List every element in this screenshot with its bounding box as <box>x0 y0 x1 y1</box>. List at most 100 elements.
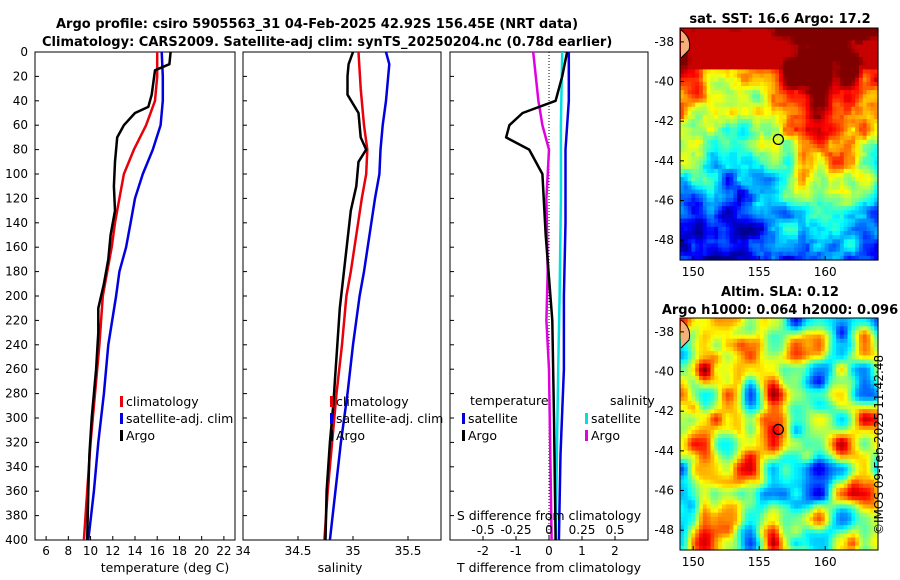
map-cell <box>782 434 788 439</box>
map-cell <box>798 123 803 129</box>
map-cell <box>828 342 833 348</box>
map-cell <box>866 247 871 253</box>
map-cell <box>828 81 833 87</box>
map-cell <box>740 384 746 390</box>
map-cell <box>725 239 731 245</box>
map-cell <box>779 148 784 153</box>
map-cell <box>874 32 879 37</box>
map-cell <box>782 156 788 162</box>
map-cell <box>847 197 852 203</box>
map-cell <box>702 57 708 62</box>
difference-legend: temperaturesatelliteArgosalinitysatellit… <box>462 393 655 443</box>
sdiff-label: S difference from climatology <box>457 508 642 523</box>
map-cell <box>855 243 860 249</box>
map-cell <box>706 156 712 162</box>
map-cell <box>767 148 772 153</box>
map-cell <box>718 48 723 54</box>
map-cell <box>798 226 803 232</box>
map-cell <box>775 69 780 75</box>
map-cell <box>775 384 780 390</box>
map-cell <box>721 185 727 191</box>
map-cell <box>771 231 776 236</box>
map-cell <box>779 318 784 323</box>
map-cell <box>782 115 788 120</box>
map-cell <box>740 52 746 58</box>
map-cell <box>828 156 833 162</box>
map-cell <box>737 173 742 178</box>
map-cell <box>729 351 734 356</box>
map-cell <box>699 376 704 381</box>
map-cell <box>809 115 814 120</box>
map-cell <box>680 467 685 472</box>
map-cell <box>695 110 700 116</box>
map-cell <box>771 380 776 385</box>
map-cell <box>805 359 811 365</box>
map-cell <box>710 338 715 344</box>
map-cell <box>706 334 712 340</box>
map-cell <box>855 251 860 257</box>
map-cell <box>790 102 795 108</box>
map-cell <box>737 396 742 402</box>
map-cell <box>702 36 708 42</box>
map-cell <box>855 52 860 58</box>
map-cell <box>855 363 860 369</box>
map-cell <box>683 193 689 199</box>
map-cell <box>798 322 803 327</box>
map-cell <box>820 32 826 37</box>
map-cell <box>737 206 742 211</box>
map-cell <box>718 334 723 340</box>
map-cell <box>729 177 734 182</box>
map-cell <box>718 77 723 83</box>
map-cell <box>733 148 738 153</box>
map-cell <box>702 98 708 104</box>
map-cell <box>733 376 738 381</box>
map-cell <box>691 425 696 431</box>
map-cell <box>718 450 723 456</box>
map-cell <box>752 458 757 464</box>
map-cell <box>763 255 769 261</box>
map-cell <box>805 218 811 224</box>
map-cell <box>718 409 723 414</box>
lon-tick-label: 150 <box>682 265 705 279</box>
map-cell <box>759 367 765 373</box>
map-cell <box>801 160 807 166</box>
map-cell <box>748 376 753 381</box>
map-cell <box>805 98 811 104</box>
map-cell <box>832 251 837 257</box>
map-cell <box>782 421 788 427</box>
map-cell <box>794 222 799 228</box>
map-cell <box>820 61 826 66</box>
map-cell <box>729 347 734 352</box>
map-cell <box>752 396 757 402</box>
map-cell <box>862 355 868 361</box>
map-cell <box>805 160 811 166</box>
map-cell <box>782 330 788 336</box>
map-cell <box>836 210 841 216</box>
map-cell <box>759 144 765 149</box>
map-cell <box>702 359 708 365</box>
map-cell <box>817 61 822 66</box>
map-cell <box>744 458 750 464</box>
map-cell <box>699 251 704 257</box>
map-cell <box>847 123 852 129</box>
map-cell <box>714 231 719 236</box>
map-cell <box>706 110 712 116</box>
map-cell <box>801 243 807 249</box>
map-cell <box>699 255 704 261</box>
map-cell <box>851 28 856 33</box>
map-cell <box>805 65 811 71</box>
map-cell <box>729 371 734 377</box>
map-cell <box>801 429 807 435</box>
map-cell <box>832 434 837 439</box>
map-cell <box>725 226 731 232</box>
map-cell <box>843 371 849 377</box>
map-cell <box>691 106 696 112</box>
map-cell <box>733 28 738 33</box>
map-cell <box>855 322 860 327</box>
map-cell <box>851 48 856 54</box>
map-cell <box>714 40 719 46</box>
map-cell <box>874 342 879 348</box>
map-cell <box>847 160 852 166</box>
map-cell <box>843 392 849 398</box>
map-cell <box>691 202 696 207</box>
